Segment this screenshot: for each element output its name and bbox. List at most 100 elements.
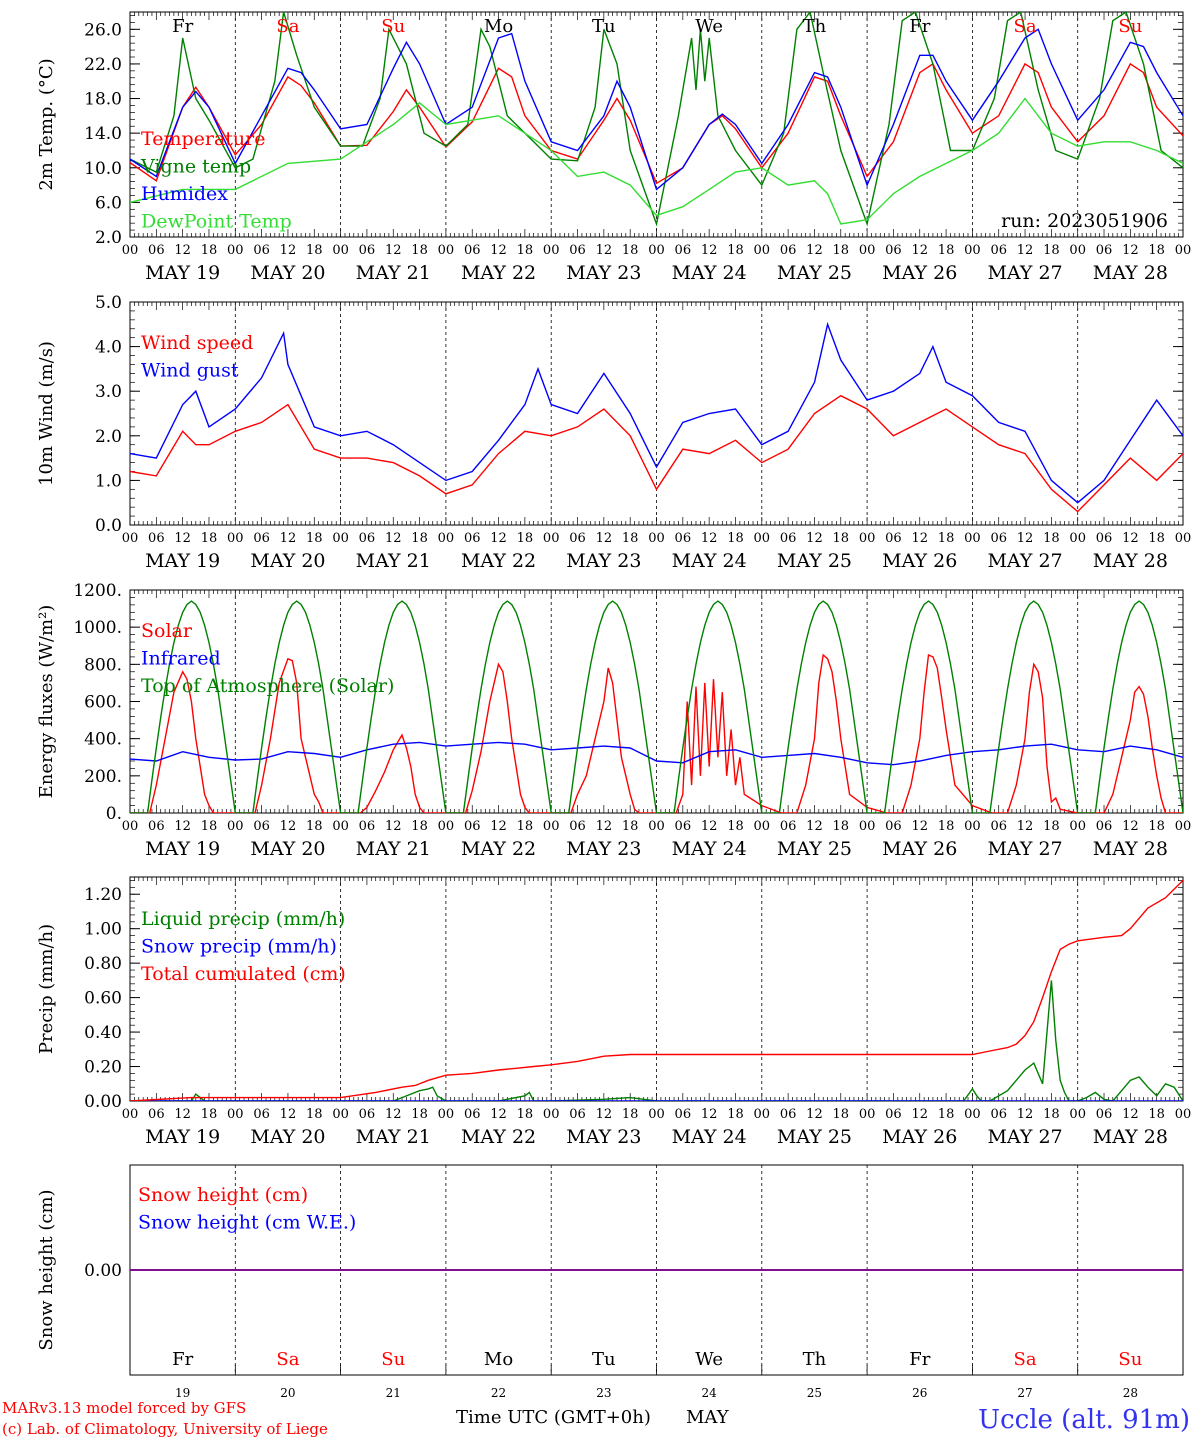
hour-tick-label: 12 bbox=[385, 1107, 402, 1122]
date-label: MAY 21 bbox=[356, 1126, 431, 1148]
chart-panel-3: 00 06 12 18 00 06 12 18 00 06 12 18 00 06 12 18 00 06 12 18… bbox=[36, 581, 1191, 860]
day-name-label: Sa bbox=[1014, 1349, 1037, 1370]
hour-tick-label: 12 bbox=[280, 243, 297, 258]
date-label: MAY 26 bbox=[882, 262, 957, 284]
date-label: MAY 23 bbox=[566, 262, 641, 284]
hour-tick-label: 12 bbox=[911, 243, 928, 258]
model-credit-line1: MARv3.13 model forced by GFS bbox=[2, 1399, 246, 1417]
hour-tick-label: 00 bbox=[332, 819, 349, 834]
day-name-label: Fr bbox=[172, 1349, 193, 1370]
date-label: MAY 24 bbox=[672, 838, 747, 860]
date-label: MAY 20 bbox=[250, 262, 325, 284]
hour-tick-label: 18 bbox=[727, 531, 744, 546]
y-tick-label: 3.0 bbox=[95, 382, 122, 402]
day-number-label: 19 bbox=[175, 1386, 190, 1400]
hour-tick-label: 18 bbox=[1043, 1107, 1060, 1122]
y-tick-label: 0.20 bbox=[84, 1058, 122, 1078]
date-label: MAY 24 bbox=[672, 1126, 747, 1148]
hour-tick-label: 00 bbox=[964, 1107, 981, 1122]
y-tick-label: 1000. bbox=[73, 618, 122, 638]
hour-tick-label: 06 bbox=[885, 819, 902, 834]
hour-tick-label: 00 bbox=[227, 819, 244, 834]
hour-tick-label: 12 bbox=[490, 1107, 507, 1122]
date-label: MAY 27 bbox=[987, 550, 1062, 572]
day-number-label: 25 bbox=[807, 1386, 822, 1400]
hour-tick-label: 12 bbox=[490, 819, 507, 834]
hour-tick-label: 06 bbox=[1096, 531, 1113, 546]
run-annotation: run: 2023051906 bbox=[1001, 210, 1168, 232]
y-tick-label: 4.0 bbox=[95, 338, 122, 358]
y-tick-label: 200. bbox=[84, 767, 122, 787]
hour-tick-label: 06 bbox=[675, 243, 692, 258]
hour-tick-label: 12 bbox=[1017, 531, 1034, 546]
hour-tick-label: 06 bbox=[569, 243, 586, 258]
y-tick-label: 0.00 bbox=[84, 1261, 122, 1281]
hour-tick-label: 06 bbox=[359, 243, 376, 258]
hour-tick-label: 18 bbox=[411, 1107, 428, 1122]
day-name-label: Fr bbox=[909, 1349, 930, 1370]
series-line-humidex bbox=[130, 28, 1183, 191]
hour-tick-label: 06 bbox=[359, 1107, 376, 1122]
legend-entry: Vigne temp bbox=[140, 156, 251, 178]
date-label: MAY 24 bbox=[672, 262, 747, 284]
date-label: MAY 26 bbox=[882, 1126, 957, 1148]
day-name-label: Su bbox=[1118, 1349, 1142, 1370]
hour-tick-label: 06 bbox=[464, 243, 481, 258]
hour-tick-label: 06 bbox=[569, 1107, 586, 1122]
day-name-label: Tu bbox=[592, 1349, 616, 1370]
hour-tick-label: 18 bbox=[727, 243, 744, 258]
hour-tick-label: 06 bbox=[780, 1107, 797, 1122]
y-tick-label: 2.0 bbox=[95, 228, 122, 248]
hour-tick-label: 00 bbox=[964, 819, 981, 834]
date-label: MAY 23 bbox=[566, 838, 641, 860]
series-line-solar bbox=[130, 653, 1183, 813]
hour-tick-label: 18 bbox=[201, 1107, 218, 1122]
month-label: MAY bbox=[686, 1407, 730, 1428]
hour-tick-label: 00 bbox=[859, 531, 876, 546]
hour-tick-label: 06 bbox=[1096, 819, 1113, 834]
legend-entry: Infrared bbox=[141, 648, 221, 670]
day-number-label: 26 bbox=[912, 1386, 927, 1400]
hour-tick-label: 00 bbox=[1069, 819, 1086, 834]
station-label: Uccle (alt. 91m) bbox=[978, 1405, 1190, 1435]
hour-tick-label: 00 bbox=[438, 1107, 455, 1122]
hour-tick-label: 18 bbox=[306, 531, 323, 546]
hour-tick-label: 18 bbox=[306, 243, 323, 258]
hour-tick-label: 12 bbox=[1017, 1107, 1034, 1122]
day-name-label: We bbox=[695, 1349, 723, 1370]
series-line-top-of-atmosphere-solar- bbox=[130, 600, 1183, 813]
hour-tick-label: 12 bbox=[1122, 819, 1139, 834]
hour-tick-label: 12 bbox=[701, 819, 718, 834]
hour-tick-label: 12 bbox=[1122, 243, 1139, 258]
hour-tick-label: 00 bbox=[1175, 243, 1192, 258]
date-label: MAY 22 bbox=[461, 550, 536, 572]
legend-entry: Snow precip (mm/h) bbox=[141, 936, 337, 958]
hour-tick-label: 06 bbox=[675, 531, 692, 546]
date-label: MAY 19 bbox=[145, 550, 220, 572]
y-tick-label: 0.0 bbox=[95, 516, 122, 536]
hour-tick-label: 18 bbox=[306, 1107, 323, 1122]
hour-tick-label: 18 bbox=[1043, 243, 1060, 258]
day-name-label: Fr bbox=[172, 16, 193, 37]
day-name-label: Su bbox=[381, 16, 405, 37]
hour-tick-label: 00 bbox=[1069, 1107, 1086, 1122]
y-axis-title: Snow height (cm) bbox=[36, 1189, 57, 1350]
day-name-label: Mo bbox=[484, 1349, 513, 1370]
y-axis-title: 10m Wind (m/s) bbox=[36, 341, 57, 486]
y-tick-label: 1.20 bbox=[84, 885, 122, 905]
hour-tick-label: 00 bbox=[859, 243, 876, 258]
hour-tick-label: 18 bbox=[622, 1107, 639, 1122]
hour-tick-label: 00 bbox=[122, 819, 139, 834]
day-name-label: Fr bbox=[909, 16, 930, 37]
hour-tick-label: 18 bbox=[411, 819, 428, 834]
date-label: MAY 20 bbox=[250, 838, 325, 860]
y-tick-label: 0.60 bbox=[84, 989, 122, 1009]
day-name-label: Mo bbox=[484, 16, 513, 37]
hour-tick-label: 00 bbox=[543, 531, 560, 546]
hour-tick-label: 06 bbox=[990, 531, 1007, 546]
chart-panel-2: 00 06 12 18 00 06 12 18 00 06 12 18 00 06 12 18 00 06 12 18… bbox=[36, 293, 1191, 572]
y-tick-label: 1200. bbox=[73, 581, 122, 601]
y-tick-label: 1.00 bbox=[84, 920, 122, 940]
hour-tick-label: 00 bbox=[543, 243, 560, 258]
hour-tick-label: 00 bbox=[648, 819, 665, 834]
